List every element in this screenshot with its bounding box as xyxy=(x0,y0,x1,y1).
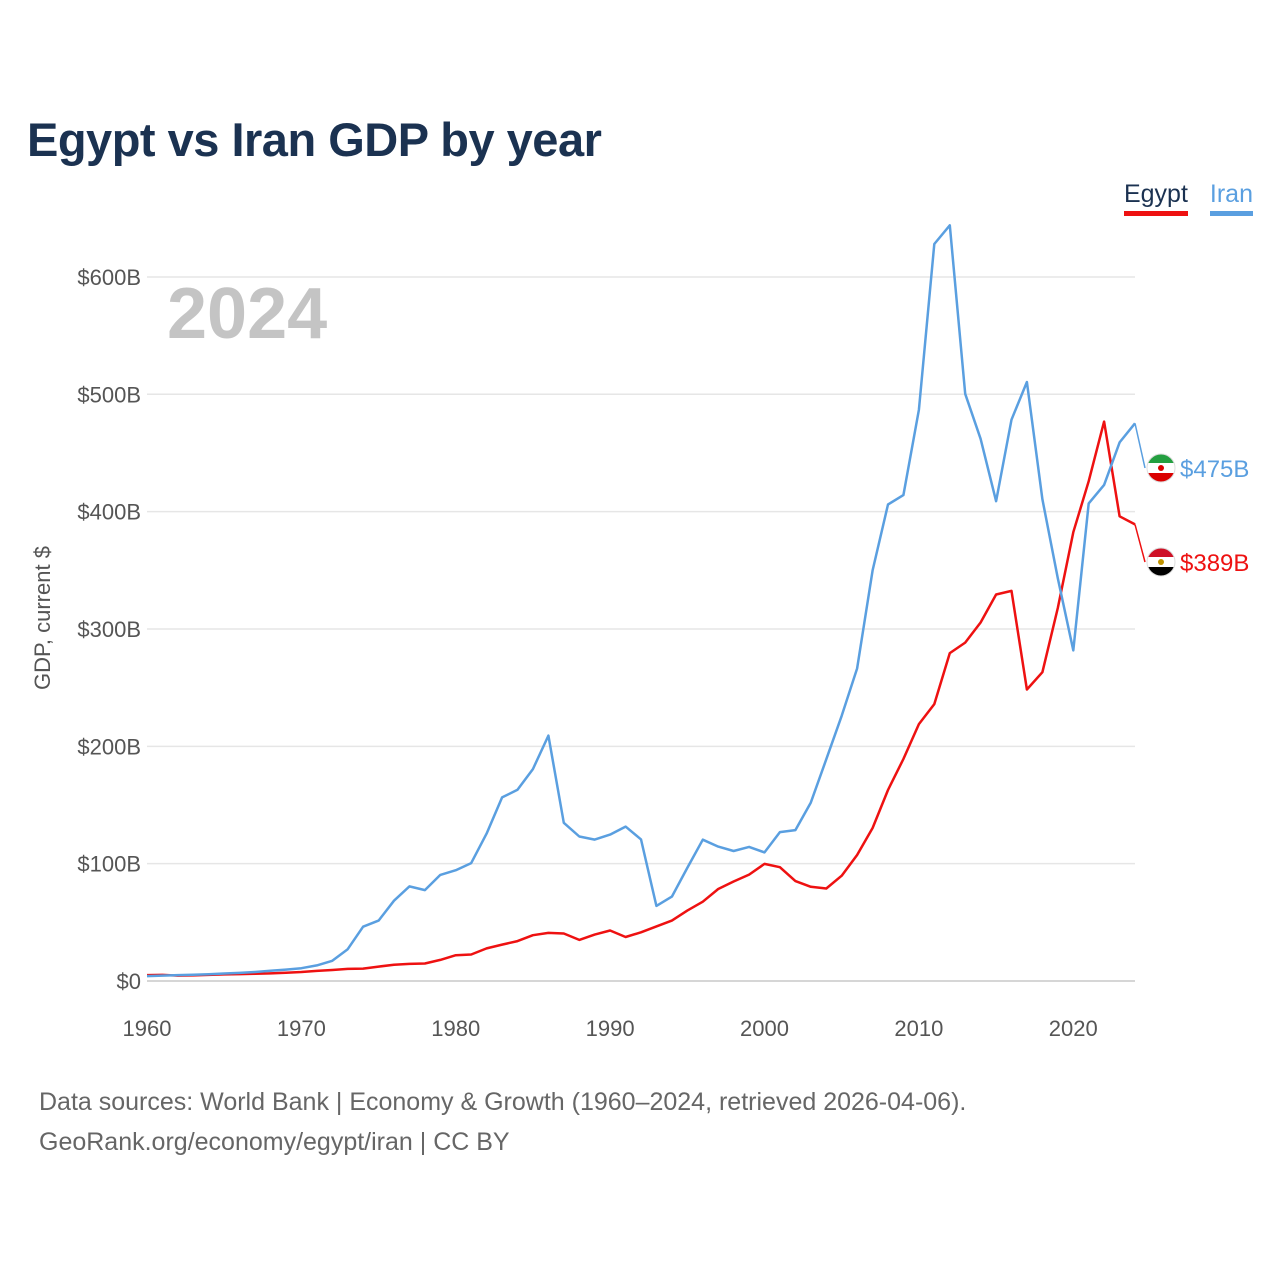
y-axis-title: GDP, current $ xyxy=(30,546,55,690)
source-line-2[interactable]: GeoRank.org/economy/egypt/iran | CC BY xyxy=(39,1128,510,1156)
y-tick-label: $200B xyxy=(77,734,141,759)
legend: Egypt Iran xyxy=(1123,180,1253,216)
x-tick-label: 1960 xyxy=(123,1016,172,1041)
y-axis-ticks: $0 $100B $200B $300B $400B $500B $600B xyxy=(77,265,141,994)
end-value-label-egypt: $389B xyxy=(1180,550,1249,577)
y-tick-label: $100B xyxy=(77,852,141,877)
legend-item-egypt[interactable]: Egypt xyxy=(1123,180,1188,216)
legend-item-iran[interactable]: Iran xyxy=(1209,180,1253,216)
series-end-labels: $389B $475B xyxy=(1134,423,1249,577)
grid-lines xyxy=(147,276,1135,982)
x-axis-ticks: 1960 1970 1980 1990 2000 2010 2020 xyxy=(123,1016,1098,1041)
x-tick-label: 1980 xyxy=(431,1016,480,1041)
source-line-1: Data sources: World Bank | Economy & Gro… xyxy=(39,1088,967,1116)
chart-title: Egypt vs Iran GDP by year xyxy=(27,113,602,166)
end-label-connector xyxy=(1134,524,1146,563)
y-tick-label: $500B xyxy=(77,382,141,407)
y-tick-label: $600B xyxy=(77,265,141,290)
x-tick-label: 2010 xyxy=(894,1016,943,1041)
year-overlay: 2024 xyxy=(167,274,327,354)
source-note: Data sources: World Bank | Economy & Gro… xyxy=(39,1082,966,1162)
series-line-iran[interactable] xyxy=(146,224,1136,978)
end-label-connector xyxy=(1134,423,1146,469)
x-tick-label: 1990 xyxy=(586,1016,635,1041)
end-value-label-iran: $475B xyxy=(1180,456,1249,483)
series-line-egypt[interactable] xyxy=(146,420,1136,977)
x-tick-label: 1970 xyxy=(277,1016,326,1041)
iran-flag-icon xyxy=(1146,453,1176,483)
x-tick-label: 2000 xyxy=(740,1016,789,1041)
y-tick-label: $300B xyxy=(77,617,141,642)
series-lines xyxy=(146,224,1136,978)
y-tick-label: $400B xyxy=(77,500,141,525)
egypt-flag-icon xyxy=(1146,547,1176,577)
y-tick-label: $0 xyxy=(117,969,141,994)
x-tick-label: 2020 xyxy=(1049,1016,1098,1041)
